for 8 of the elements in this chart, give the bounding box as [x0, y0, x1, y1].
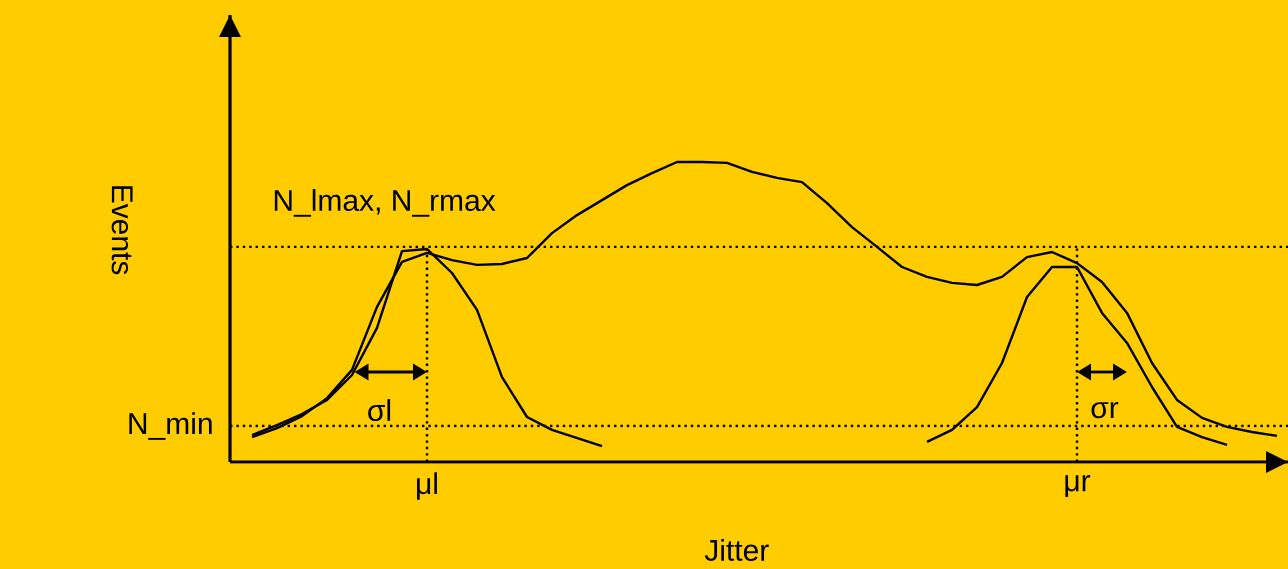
x-tick-label: μl	[417, 472, 437, 500]
y-axis-title: Events	[111, 186, 133, 275]
annotation: σr	[1091, 401, 1119, 419]
annotation: σl	[368, 399, 391, 422]
x-axis-title: Jitter	[704, 538, 769, 562]
x-tick-label: μr	[1065, 475, 1091, 497]
ref-line-label: N_min	[129, 412, 212, 440]
ref-line-label: N_lmax, N_rmax	[274, 189, 496, 217]
